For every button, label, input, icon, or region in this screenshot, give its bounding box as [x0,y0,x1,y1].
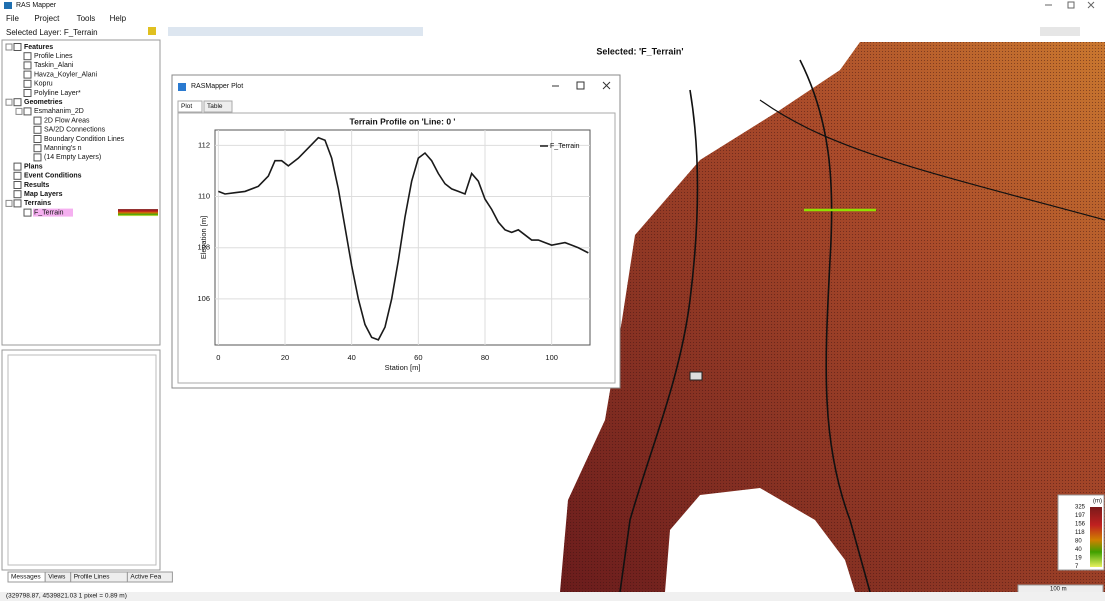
checkbox[interactable] [14,163,21,170]
tree-item[interactable]: 2D Flow Areas [44,117,90,124]
status-text: (329798.87, 4539821.03 1 pixel = 0.89 m) [6,593,127,600]
plot-tab-label[interactable]: Plot [181,103,192,110]
legend-unit: (m) [1093,499,1102,505]
tree-item[interactable]: Boundary Condition Lines [44,136,125,143]
tree-item[interactable]: Profile Lines [34,53,73,60]
checkbox[interactable] [14,172,21,179]
y-tick-label: 106 [197,294,210,303]
legend-value: 80 [1075,539,1082,545]
tree-item[interactable]: Taskin_Alani [34,62,74,69]
legend-value: 156 [1075,522,1086,528]
tab-label[interactable]: Messages [11,574,41,581]
checkbox[interactable] [24,62,31,69]
plot-tab-label[interactable]: Table [207,103,223,110]
tree-item[interactable]: Polyline Layer* [34,90,81,97]
checkbox[interactable] [24,80,31,87]
checkbox[interactable] [14,191,21,198]
messages-panel [2,350,160,570]
tree-item[interactable]: Manning's n [44,145,82,152]
tool-strip[interactable] [1040,27,1080,36]
legend-value: 118 [1075,530,1085,536]
checkbox[interactable] [14,99,21,106]
y-axis-label: Elevation [m] [199,216,208,259]
header [0,0,1105,40]
window-title: RAS Mapper [16,2,57,9]
menu-item[interactable]: Help [110,14,127,23]
checkbox[interactable] [24,71,31,78]
tree-item[interactable]: Features [24,44,53,51]
checkbox[interactable] [34,126,41,133]
y-tick-label: 112 [198,140,210,149]
tree-item[interactable]: Map Layers [24,191,63,198]
tree-item[interactable]: Geometries [24,99,63,106]
scale-label: 100 m [1050,587,1067,593]
ras-mapper-window: RAS Mapper Selected Layer: F_Terrain Sel… [0,0,1105,601]
status-bar [0,592,1105,601]
x-tick-label: 100 [545,353,558,362]
legend-value: 325 [1075,505,1086,511]
tool-strip[interactable] [168,27,423,36]
legend-value: 19 [1075,556,1082,562]
tab-label[interactable]: Views [48,574,66,581]
legend-label: F_Terrain [550,143,580,150]
checkbox[interactable] [34,136,41,143]
tool[interactable] [148,27,156,35]
checkbox[interactable] [14,182,21,189]
app-icon [4,2,12,9]
legend-value: 40 [1075,547,1082,553]
tree-item[interactable]: Terrains [24,200,51,207]
legend-value: 197 [1075,513,1086,519]
menu-item[interactable]: Tools [77,14,96,23]
tree-item[interactable]: Results [24,182,49,189]
x-tick-label: 20 [281,353,289,362]
tree-item[interactable]: Havza_Koyler_Alani [34,71,97,78]
x-tick-label: 60 [414,353,422,362]
menu-item[interactable]: File [6,14,19,23]
checkbox[interactable] [24,53,31,60]
tab-label[interactable]: Active Fea [130,574,161,581]
chart-title: Terrain Profile on 'Line: 0 ' [350,116,456,126]
tree-item[interactable]: Esmahanim_2D [34,108,84,115]
x-tick-label: 0 [216,353,220,362]
checkbox[interactable] [14,200,21,207]
y-tick-label: 110 [198,192,210,201]
tree-item[interactable]: Plans [24,163,43,170]
checkbox[interactable] [34,154,41,161]
checkbox[interactable] [24,108,31,115]
expander[interactable] [6,44,12,50]
checkbox[interactable] [24,209,31,216]
legend-ramp [1090,507,1102,567]
selected-layer: Selected Layer: F_Terrain [6,28,98,37]
tree-item[interactable]: SA/2D Connections [44,127,106,134]
x-tick-label: 80 [481,353,489,362]
x-tick-label: 40 [347,353,355,362]
expander[interactable] [6,200,12,206]
terrain-swatch [118,209,158,216]
tree-item[interactable]: Kopru [34,81,53,88]
tab-label[interactable]: Profile Lines [74,574,111,581]
selected-label: Selected: 'F_Terrain' [596,46,683,56]
bridge[interactable] [690,372,702,380]
x-axis-label: Station [m] [385,363,421,372]
checkbox[interactable] [34,117,41,124]
plot-window-title: RASMapper Plot [191,83,243,90]
tree-item[interactable]: Event Conditions [24,173,82,180]
expander[interactable] [16,108,22,114]
checkbox[interactable] [14,44,21,51]
menu-item[interactable]: Project [34,14,60,23]
expander[interactable] [6,99,12,105]
plot-icon [178,83,186,91]
checkbox[interactable] [24,90,31,97]
checkbox[interactable] [34,145,41,152]
tree-item[interactable]: (14 Empty Layers) [44,154,101,161]
tree-item[interactable]: F_Terrain [34,209,64,216]
